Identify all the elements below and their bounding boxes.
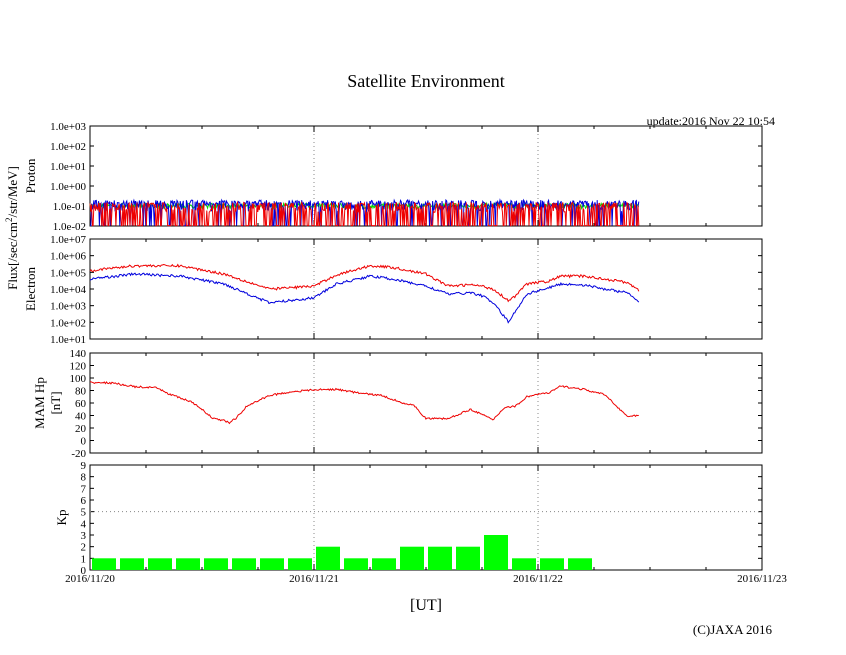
chart-title: Satellite Environment <box>347 71 504 91</box>
y-tick-label: 1 <box>81 553 87 565</box>
y-tick-label: 120 <box>70 361 87 373</box>
kp-bar <box>484 535 508 570</box>
y-tick-label: 8 <box>81 472 87 484</box>
x-tick-label: 2016/11/21 <box>289 573 339 585</box>
proton-ylabel: Proton <box>23 158 38 193</box>
kp-bar <box>344 558 368 570</box>
update-timestamp: update:2016 Nov 22 10:54 <box>647 114 775 128</box>
panel-frame-2 <box>89 352 763 454</box>
y-tick-label: 60 <box>75 398 87 410</box>
panel-frame-3 <box>89 464 763 571</box>
kp-bar <box>176 558 200 570</box>
x-tick-label: 2016/11/23 <box>737 573 787 585</box>
kp-ylabel: Kp <box>54 510 69 526</box>
kp-bar <box>148 558 172 570</box>
kp-bar <box>372 558 396 570</box>
y-tick-label: 7 <box>81 483 87 495</box>
x-tick-label: 2016/11/20 <box>65 573 115 585</box>
x-axis-label: [UT] <box>410 597 442 614</box>
y-tick-label: 1.0e-01 <box>53 201 86 213</box>
kp-bar <box>568 558 592 570</box>
kp-bar <box>288 558 312 570</box>
electron-ylabel: Electron <box>23 266 38 311</box>
y-tick-label: 1.0e+02 <box>50 141 86 153</box>
y-tick-label: 1.0e+01 <box>50 334 86 346</box>
kp-bar <box>260 558 284 570</box>
kp-bar <box>232 558 256 570</box>
y-tick-label: 40 <box>75 411 87 423</box>
y-tick-label: 80 <box>75 386 87 398</box>
y-tick-label: 0 <box>81 565 87 577</box>
y-tick-label: 1.0e+04 <box>50 284 86 296</box>
flux-ylabel: Flux[/sec/cm2/str/MeV] <box>4 166 20 290</box>
kp-bar <box>400 546 424 570</box>
y-tick-label: 4 <box>81 518 87 530</box>
kp-bar <box>540 558 564 570</box>
electron-series-red <box>89 263 640 303</box>
y-tick-label: 140 <box>70 348 87 360</box>
y-tick-label: 1.0e+01 <box>50 161 86 173</box>
copyright: (C)JAXA 2016 <box>693 622 773 637</box>
kp-bar <box>512 558 536 570</box>
panels: 1.0e-02 1.0e-01 1.0e+00 1.0e+01 1.0e+02 1.0e+… <box>23 121 787 585</box>
kp-bar <box>204 558 228 570</box>
y-tick-label: 9 <box>81 460 87 472</box>
y-tick-label: 1.0e+07 <box>50 234 86 246</box>
kp-bar <box>456 546 480 570</box>
mam-hp-unit: [nT] <box>48 391 63 414</box>
y-tick-label: 1.0e+02 <box>50 317 86 329</box>
kp-bar <box>428 546 452 570</box>
y-tick-label: 0 <box>81 436 87 448</box>
y-tick-label: 1.0e+05 <box>50 267 86 279</box>
panel-frame-1 <box>89 238 763 340</box>
y-tick-label: 1.0e+03 <box>50 121 86 133</box>
mam-hp-series <box>89 381 639 425</box>
y-tick-label: 100 <box>70 373 87 385</box>
y-tick-label: 1.0e+03 <box>50 301 86 313</box>
y-tick-label: 1.0e+06 <box>50 251 86 263</box>
kp-bar <box>316 546 340 570</box>
kp-bar <box>92 558 116 570</box>
y-tick-label: -20 <box>71 448 86 460</box>
y-tick-label: 2 <box>81 542 87 554</box>
y-tick-label: 1.0e+00 <box>50 181 86 193</box>
y-tick-label: 3 <box>81 530 87 542</box>
electron-series-blue <box>89 272 640 324</box>
kp-bar <box>120 558 144 570</box>
y-tick-label: 20 <box>75 423 87 435</box>
y-tick-label: 6 <box>81 495 87 507</box>
x-tick-label: 2016/11/22 <box>513 573 563 585</box>
mam-hp-ylabel: MAM Hp <box>32 377 47 429</box>
y-tick-label: 5 <box>81 507 87 519</box>
y-tick-label: 1.0e-02 <box>53 221 86 233</box>
proton-series-red <box>89 200 640 227</box>
